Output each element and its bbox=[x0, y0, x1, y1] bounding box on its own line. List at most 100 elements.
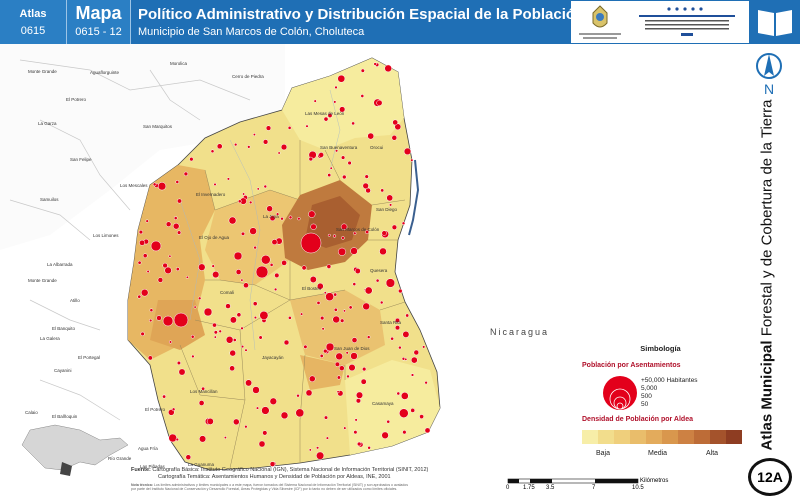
place-label: El Potrero bbox=[145, 407, 166, 412]
settlement-point bbox=[273, 287, 278, 292]
settlement-point bbox=[356, 441, 362, 447]
settlement-point bbox=[386, 419, 391, 424]
settlement-point bbox=[313, 99, 317, 103]
place-label: El Balñoquin bbox=[52, 414, 78, 419]
legend-pop-value-2: 5,000 bbox=[641, 385, 658, 392]
settlement-point bbox=[261, 254, 271, 265]
settlement-point bbox=[140, 331, 145, 337]
settlement-point bbox=[225, 336, 234, 344]
settlement-point bbox=[341, 236, 345, 240]
settlement-point bbox=[233, 418, 240, 426]
settlement-point bbox=[303, 344, 308, 349]
settlement-point bbox=[326, 264, 332, 269]
legend-title: Simbología bbox=[640, 344, 681, 353]
map-subtitle: Municipio de San Marcos de Colón, Cholut… bbox=[138, 26, 365, 38]
settlement-point bbox=[379, 300, 384, 305]
settlement-point bbox=[327, 233, 331, 237]
major-settlement-point bbox=[162, 315, 174, 327]
settlement-point bbox=[263, 184, 268, 189]
place-label: San Buenaventura bbox=[320, 145, 358, 150]
major-settlement-point bbox=[300, 232, 322, 254]
settlement-point bbox=[280, 143, 288, 151]
settlement-point bbox=[152, 182, 157, 187]
settlement-point bbox=[366, 335, 371, 339]
settlement-point bbox=[138, 229, 144, 235]
place-label: San Marcos de Colón bbox=[336, 227, 380, 232]
settlement-point bbox=[216, 143, 223, 150]
settlement-point bbox=[398, 345, 402, 350]
settlement-point bbox=[308, 156, 314, 162]
settlement-point bbox=[295, 408, 305, 418]
settlement-point bbox=[398, 288, 403, 294]
settlement-point bbox=[146, 269, 150, 274]
settlement-point bbox=[364, 174, 369, 179]
settlement-point bbox=[410, 158, 414, 162]
settlement-point bbox=[176, 230, 182, 235]
scale-tick-3: 7 bbox=[592, 485, 596, 491]
settlement-point bbox=[162, 394, 167, 399]
settlement-point bbox=[347, 160, 352, 166]
open-book-icon bbox=[758, 10, 792, 36]
settlement-point bbox=[266, 205, 273, 212]
settlement-point bbox=[242, 192, 246, 196]
north-arrow-icon bbox=[756, 53, 782, 79]
place-label: Los Limones bbox=[93, 233, 119, 238]
settlement-point bbox=[244, 425, 248, 429]
settlement-point bbox=[403, 147, 412, 156]
ramp-swatch bbox=[630, 430, 646, 444]
settlement-point bbox=[353, 430, 358, 435]
settlement-point bbox=[308, 210, 316, 218]
settlement-point bbox=[348, 305, 353, 310]
honduras-seal-icon bbox=[579, 5, 621, 39]
place-label: El Potrero bbox=[66, 97, 87, 102]
settlement-point bbox=[213, 330, 218, 335]
settlement-point bbox=[424, 427, 431, 434]
place-label: Jayacayán bbox=[262, 355, 284, 360]
ramp-swatch bbox=[614, 430, 630, 444]
settlement-point bbox=[360, 94, 365, 98]
settlement-point bbox=[236, 312, 242, 318]
ramp-swatch bbox=[726, 430, 742, 444]
settlement-point bbox=[309, 375, 316, 383]
scale-bar-graphic bbox=[507, 478, 639, 484]
settlement-point bbox=[316, 282, 324, 290]
settlement-point bbox=[262, 430, 268, 436]
settlement-point bbox=[337, 247, 347, 256]
settlement-point bbox=[168, 433, 177, 443]
settlement-point bbox=[351, 337, 358, 343]
settlement-point bbox=[191, 354, 195, 359]
country-label: Nicaragua bbox=[490, 327, 550, 337]
settlement-point bbox=[323, 291, 327, 295]
settlement-point bbox=[342, 174, 347, 180]
place-label: Río Grande bbox=[108, 456, 132, 461]
source-line-2: Cartografía Temática: Asentamientos Huma… bbox=[158, 474, 391, 480]
settlement-point bbox=[240, 278, 244, 282]
map-sources: Fuente: Cartografía Básica: Instituto Ge… bbox=[131, 467, 501, 481]
settlement-point bbox=[332, 234, 337, 238]
settlement-point bbox=[283, 339, 290, 346]
settlement-point bbox=[275, 212, 280, 216]
place-label: La Albarrada bbox=[47, 262, 73, 267]
settlement-point bbox=[396, 391, 401, 396]
place-label: La Joya bbox=[263, 214, 279, 219]
place-label: Monte Grande bbox=[28, 69, 57, 74]
settlement-point bbox=[337, 74, 346, 83]
settlement-point bbox=[193, 305, 197, 309]
major-settlement-point bbox=[252, 386, 260, 394]
scale-unit: Kilómetros bbox=[640, 478, 669, 484]
major-settlement-point bbox=[325, 342, 335, 352]
settlement-point bbox=[225, 303, 231, 309]
settlement-point bbox=[308, 448, 312, 452]
settlement-point bbox=[244, 348, 248, 352]
settlement-point bbox=[334, 85, 338, 90]
place-label: Calaio bbox=[25, 410, 38, 415]
settlement-point bbox=[147, 355, 153, 361]
settlement-point bbox=[139, 239, 146, 246]
settlement-point bbox=[402, 430, 407, 435]
settlement-point bbox=[323, 415, 329, 420]
settlement-point bbox=[336, 375, 341, 380]
honduras-locator-inset bbox=[21, 424, 129, 476]
legend-pop-value-1: +50,000 Habitantes bbox=[641, 377, 698, 384]
place-label: El Bosteo bbox=[302, 286, 322, 291]
settlement-point bbox=[392, 119, 399, 126]
